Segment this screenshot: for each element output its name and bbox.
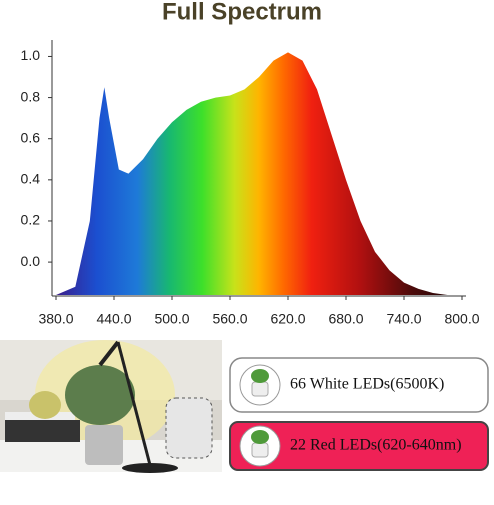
led-box: 66 White LEDs(6500K) xyxy=(229,357,489,413)
photo xyxy=(0,340,222,473)
x-tick-label: 740.0 xyxy=(386,311,421,327)
x-tick-label: 620.0 xyxy=(270,311,305,327)
led-label: 22 Red LEDs(620-640nm) xyxy=(290,437,462,454)
x-tick-label: 680.0 xyxy=(328,311,363,327)
x-tick-label: 800.0 xyxy=(444,311,479,327)
chart-title: Full Spectrum xyxy=(162,0,322,25)
x-tick-label: 560.0 xyxy=(212,311,247,327)
y-tick-label: 1.0 xyxy=(21,47,41,63)
x-tick-label: 500.0 xyxy=(154,311,189,327)
y-tick-label: 0.0 xyxy=(21,253,41,269)
led-label: 66 White LEDs(6500K) xyxy=(290,376,444,393)
y-tick-label: 0.2 xyxy=(21,212,41,228)
x-tick-label: 380.0 xyxy=(38,311,73,327)
led-box: 22 Red LEDs(620-640nm) xyxy=(229,421,489,471)
y-tick-label: 0.6 xyxy=(21,129,41,145)
y-tick-label: 0.8 xyxy=(21,88,41,104)
x-tick-label: 440.0 xyxy=(96,311,131,327)
spectrum-area xyxy=(56,52,462,295)
plot xyxy=(56,52,462,295)
y-tick-label: 0.4 xyxy=(21,171,41,187)
